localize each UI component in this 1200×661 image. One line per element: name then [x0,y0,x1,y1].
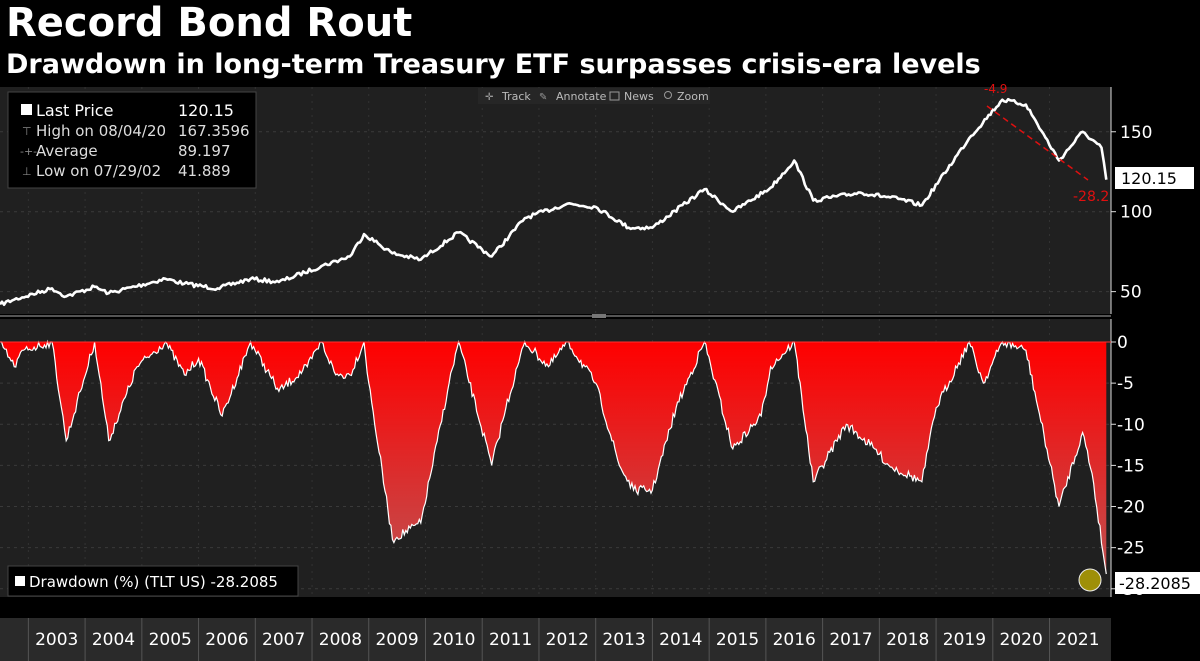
toolbar-bg [478,88,710,104]
annotate-button[interactable]: ✎ Annotate [539,90,607,103]
drawdown-legend-box [7,565,299,597]
legend-high-label: High on 08/04/20 [36,122,166,140]
drawdown-legend: Drawdown (%) (TLT US) -28.2085 [7,565,299,597]
price-series-line[interactable] [0,97,1108,306]
trend-label-top: -4.9 [984,82,1007,96]
price-legend: ⊤ -+- ⊥ Last Price 120.15 High on 08/04/… [7,91,257,189]
legend-low-label: Low on 07/29/02 [36,162,161,180]
price-tick-label: 100 [1120,203,1152,223]
year-label: 2010 [432,630,475,650]
annotate-label: Annotate [556,90,607,103]
current-drawdown-marker[interactable] [1078,568,1102,592]
zoom-label: Zoom [677,90,709,103]
drawdown-tick-label: -25 [1117,539,1145,559]
year-label: 2004 [92,630,135,650]
price-tick-label: 150 [1120,123,1152,143]
year-label: 2013 [602,630,645,650]
year-label: 2007 [262,630,305,650]
year-label: 2020 [1000,630,1043,650]
drawdown-tick-label: -5 [1117,374,1134,394]
low-marker-icon: ⊥ [22,165,32,178]
drawdown-tick-label: -20 [1117,498,1145,518]
legend-low-value: 41.889 [178,162,231,180]
x-axis-bar [0,618,1111,661]
drawdown-area [0,342,1107,574]
year-label: 2008 [319,630,362,650]
drawdown-tick-label: -10 [1117,415,1145,435]
last-price-tag: 120.15 [1121,169,1177,188]
price-tick-label: 50 [1120,283,1142,303]
price-legend-box [7,91,257,189]
drawdown-tag-box [1115,572,1200,594]
trend-line[interactable] [986,105,1089,181]
legend-last-price-value: 120.15 [178,101,234,120]
news-icon [609,91,620,101]
year-label: 2019 [943,630,986,650]
chart-subtitle: Drawdown in long-term Treasury ETF surpa… [6,49,981,80]
zoom-button[interactable]: Zoom [664,90,709,103]
last-price-tag-box [1115,167,1194,189]
chart-title: Record Bond Rout [6,0,413,46]
year-label: 2012 [546,630,589,650]
news-label: News [624,90,654,103]
year-label: 2009 [375,630,418,650]
year-label: 2006 [205,630,248,650]
year-label: 2017 [829,630,872,650]
trend-label-bottom: -28.2 [1073,189,1109,205]
drawdown-series-line[interactable] [0,339,1107,575]
year-label: 2016 [773,630,816,650]
drawdown-tag: -28.2085 [1119,574,1191,593]
legend-last-price-label: Last Price [36,101,113,120]
magnifier-icon [664,91,672,99]
year-label: 2005 [149,630,192,650]
high-marker-icon: ⊤ [22,125,32,138]
last-price-swatch [21,104,32,115]
drawdown-tick-label: 0 [1117,333,1128,353]
average-marker-icon: -+- [20,145,37,158]
chart-toolbar: ✛ Track ✎ Annotate News Zoom [478,88,710,104]
legend-average-label: Average [36,142,98,160]
legend-average-value: 89.197 [178,142,231,160]
year-label: 2011 [489,630,532,650]
crosshair-icon: ✛ [485,92,494,103]
panel-divider-handle[interactable] [592,314,606,318]
drawdown-legend-label: Drawdown (%) (TLT US) -28.2085 [29,573,278,591]
year-label: 2018 [886,630,929,650]
year-label: 2015 [716,630,759,650]
drawdown-tick-label: -15 [1117,456,1145,476]
news-button[interactable]: News [609,90,654,103]
pencil-icon: ✎ [539,92,547,103]
track-button[interactable]: ✛ Track [485,90,531,103]
legend-high-value: 167.3596 [178,122,250,140]
year-label: 2014 [659,630,702,650]
drawdown-swatch [15,576,25,586]
track-label: Track [501,90,531,103]
year-label: 2021 [1056,630,1099,650]
year-label: 2003 [35,630,78,650]
